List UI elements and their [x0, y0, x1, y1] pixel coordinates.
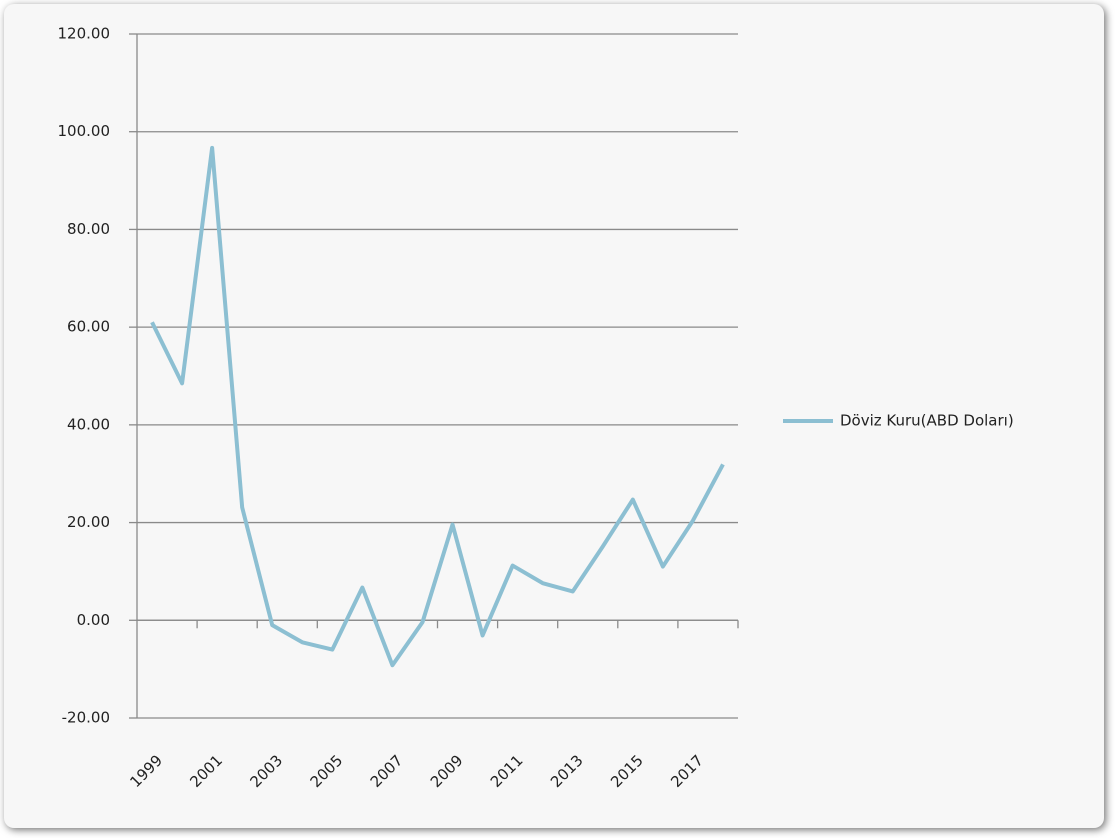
x-tick-label: 2003 — [247, 751, 287, 791]
x-tick-label: 2001 — [186, 751, 226, 791]
legend-label: Döviz Kuru(ABD Doları) — [840, 412, 1014, 430]
x-tick-label: 2005 — [307, 751, 347, 791]
x-tick-label: 2013 — [547, 751, 587, 791]
y-tick-label: 60.00 — [67, 318, 110, 336]
x-tick-label: 2011 — [487, 751, 527, 791]
y-tick-label: 40.00 — [67, 415, 110, 433]
y-tick-label: 80.00 — [67, 220, 110, 238]
y-tick-label: 120.00 — [58, 25, 111, 43]
x-tick-label: 2017 — [667, 751, 707, 791]
data-line — [150, 145, 725, 668]
y-tick-label: -20.00 — [62, 709, 110, 727]
y-tick-label: 100.00 — [58, 122, 111, 140]
x-tick-label: 2009 — [427, 751, 467, 791]
chart-panel — [4, 4, 1104, 828]
y-tick-label: 20.00 — [67, 513, 110, 531]
x-tick-label: 2015 — [607, 751, 647, 791]
x-tick-label: 2007 — [367, 751, 407, 791]
y-tick-label: 0.00 — [77, 611, 110, 629]
x-tick-label: 1999 — [126, 751, 166, 791]
